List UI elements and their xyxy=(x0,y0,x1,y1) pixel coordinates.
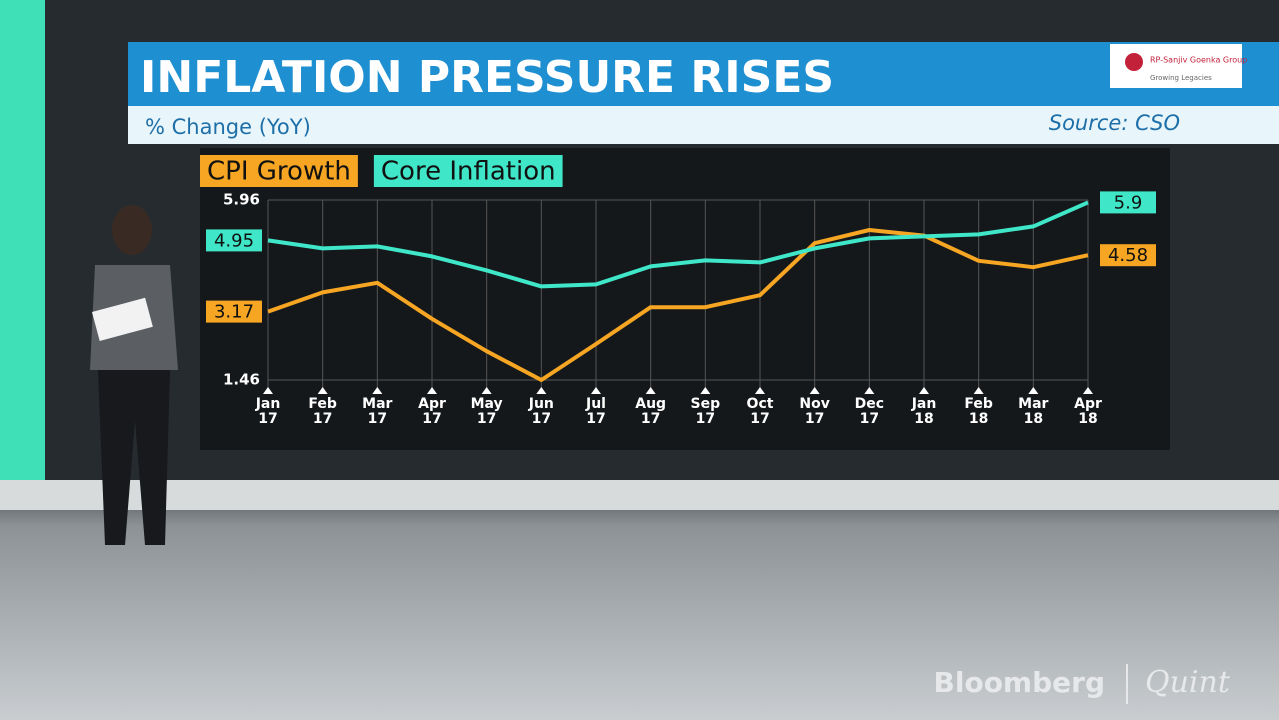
sponsor-tagline: Growing Legacies xyxy=(1150,74,1212,82)
x-tick-mark xyxy=(591,387,601,394)
subtitle: % Change (YoY) xyxy=(145,115,311,139)
title: INFLATION PRESSURE RISES xyxy=(140,52,834,103)
x-tick-label: Feb 17 xyxy=(308,396,337,427)
value-label-box xyxy=(1100,191,1156,214)
value-label: 5.9 xyxy=(1114,192,1143,213)
value-label-box xyxy=(206,300,262,323)
x-tick-mark xyxy=(536,387,547,394)
legend-swatch xyxy=(373,155,563,187)
value-label-box xyxy=(1100,244,1156,267)
x-tick-label: Dec 17 xyxy=(854,396,885,427)
x-tick-mark xyxy=(372,387,383,394)
x-tick-mark xyxy=(645,387,656,394)
x-tick-mark xyxy=(973,387,984,394)
series-line xyxy=(267,228,1089,382)
side-panel xyxy=(0,0,45,480)
title-bar xyxy=(128,42,1279,106)
x-tick-mark xyxy=(755,387,765,394)
sponsor-logo xyxy=(1125,53,1143,71)
x-tick-label: Sep 17 xyxy=(690,396,721,427)
x-tick-mark xyxy=(1028,387,1039,394)
x-tick-label: Jan 18 xyxy=(911,396,937,427)
legend-label: Core Inflation xyxy=(381,157,556,187)
sponsor: RP-Sanjiv Goenka Group xyxy=(1150,56,1247,65)
x-tick-label: Mar 18 xyxy=(1018,396,1049,427)
presenter xyxy=(90,205,178,545)
x-tick-label: Apr 18 xyxy=(1074,396,1102,427)
subtitle-bar xyxy=(128,106,1279,144)
x-tick-mark xyxy=(864,387,875,394)
plot: CPI Growth Core Inflation 1.46 5.96 3.17 4.58… xyxy=(200,155,1156,394)
x-tick-mark xyxy=(481,387,492,394)
legend-swatch xyxy=(200,155,358,187)
x-tick-label: Oct 17 xyxy=(746,396,774,427)
x-tick-label: Nov 17 xyxy=(799,396,830,427)
x-tick-mark xyxy=(1083,387,1093,394)
x-tick-mark xyxy=(263,387,273,394)
x-tick-label: Aug 17 xyxy=(635,396,667,427)
source: Source: CSO xyxy=(1049,111,1180,135)
y-tick-label: 1.46 xyxy=(223,371,260,389)
value-label: 3.17 xyxy=(214,302,254,323)
x-tick-label: Apr 17 xyxy=(418,396,446,427)
series-line xyxy=(267,200,1089,289)
y-tick-label: 5.96 xyxy=(223,191,260,209)
x-tick-mark xyxy=(700,387,711,394)
stage-edge xyxy=(0,480,1279,510)
value-label-box xyxy=(206,229,262,252)
x-tick-mark xyxy=(809,387,820,394)
legend-label: CPI Growth xyxy=(207,157,351,187)
x-tick-label: Feb 18 xyxy=(964,396,993,427)
x-tick-mark xyxy=(317,387,328,394)
value-label: 4.58 xyxy=(1108,245,1148,266)
partner-logo: Quint xyxy=(1145,665,1231,700)
x-tick-label: Jun 17 xyxy=(528,396,554,427)
network-logo: Bloomberg xyxy=(934,666,1105,699)
value-label: 4.95 xyxy=(214,230,254,251)
x-tick-label: May 17 xyxy=(470,396,503,427)
x-tick-label: Jan 17 xyxy=(255,396,281,427)
x-tick-label: Jul 17 xyxy=(586,396,606,427)
x-tick-mark xyxy=(919,387,929,394)
x-tick-label: Mar 17 xyxy=(362,396,393,427)
plot-panel xyxy=(200,148,1170,450)
x-tick-mark xyxy=(427,387,437,394)
